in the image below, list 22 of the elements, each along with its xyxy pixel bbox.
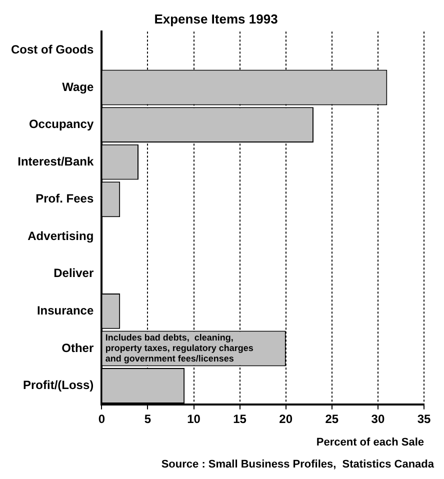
annotation: Includes bad debts, cleaning, property taxes, regulatory charges and government fees/licenses: [105, 332, 254, 364]
x-tick-label: 0: [98, 412, 106, 426]
y-tick-label: Profit/(Loss): [22, 378, 94, 392]
y-tick-label: Insurance: [36, 304, 94, 318]
x-tick-label: 25: [325, 412, 339, 426]
y-tick-label: Advertising: [28, 228, 94, 243]
source-note: Source : Small Business Profiles, Statistics Canada: [161, 458, 435, 471]
y-tick-label: Cost of Goods: [10, 42, 94, 57]
y-tick-label: Deliver: [54, 266, 94, 280]
y-tick-label: Wage: [62, 80, 94, 94]
x-tick-label: 35: [417, 412, 431, 426]
x-tick-label: 30: [371, 412, 385, 426]
x-tick-label: 5: [144, 412, 152, 426]
y-tick-label: Interest/Bank: [18, 154, 94, 168]
x-tick-label: 10: [187, 412, 201, 426]
x-axis-title: Percent of each Sale: [316, 436, 424, 448]
y-tick-label: Other: [62, 340, 94, 355]
y-tick-label: Occupancy: [28, 117, 94, 132]
chart-title: Expense Items 1993: [154, 11, 278, 26]
y-tick-label: Prof. Fees: [36, 192, 94, 206]
x-tick-label: 15: [233, 412, 247, 426]
x-tick-label: 20: [279, 412, 293, 426]
